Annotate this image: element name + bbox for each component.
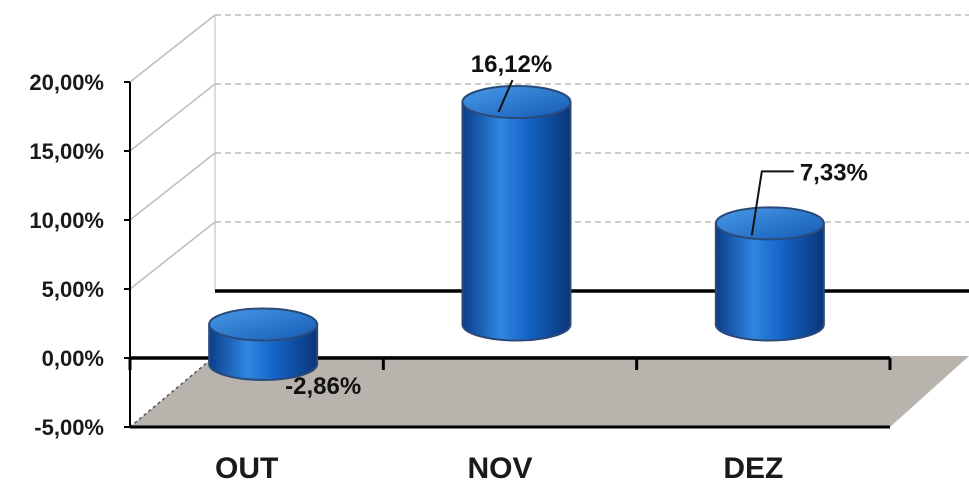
floor-plane [130, 356, 969, 427]
data-label-out: -2,86% [285, 373, 361, 400]
leader-line-2 [750, 170, 794, 236]
category-labels: OUT NOV DEZ [215, 452, 783, 485]
leader-line-1 [497, 79, 514, 113]
y-tick-label-3: 10,00% [29, 208, 104, 233]
bar-body [461, 101, 572, 342]
data-labels: -2,86% 16,12% 7,33% [285, 51, 868, 400]
bar-nov [461, 85, 572, 342]
bar-top-cap [461, 85, 572, 120]
gridline-side-5 [129, 14, 216, 83]
y-tick-label-0: -5,00% [34, 415, 104, 440]
bar-top-cap [208, 307, 319, 342]
y-tick-label-1: 0,00% [42, 346, 104, 371]
chart-floor [129, 355, 969, 428]
y-tick-labels: -5,00% 0,00% 5,00% 10,00% 15,00% 20,00% [29, 70, 104, 440]
bars [208, 85, 825, 381]
y-tick-label-5: 20,00% [29, 70, 104, 95]
gridline-side-4 [129, 83, 216, 152]
bar-body [714, 222, 825, 342]
data-label-dez: 7,33% [800, 159, 868, 186]
category-label-out: OUT [215, 452, 278, 485]
bar-out [208, 307, 319, 381]
y-tick-label-2: 5,00% [42, 277, 104, 302]
y-tick-label-4: 15,00% [29, 139, 104, 164]
category-label-dez: DEZ [723, 452, 783, 485]
category-label-nov: NOV [467, 452, 532, 485]
bar-dez [714, 206, 825, 342]
data-label-nov: 16,12% [471, 51, 552, 78]
gridline-side-3 [129, 152, 216, 221]
gridlines [129, 14, 969, 290]
gridline-side-2 [129, 221, 216, 290]
floor-edge-left [129, 355, 216, 428]
bar-top-cap [714, 206, 825, 241]
